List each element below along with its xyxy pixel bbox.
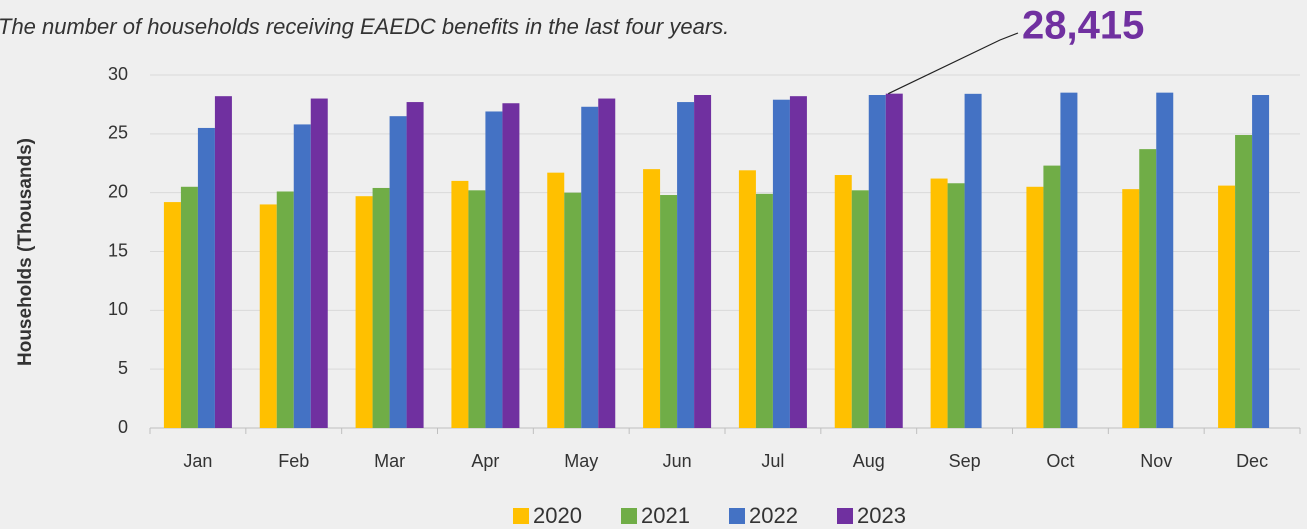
bar	[564, 192, 582, 428]
y-tick-label: 25	[108, 123, 128, 143]
legend-label: 2022	[749, 503, 798, 528]
bar	[1252, 95, 1270, 429]
bar	[755, 193, 773, 428]
legend-label: 2021	[641, 503, 690, 528]
bar	[947, 183, 965, 428]
bar	[355, 196, 373, 428]
bar	[1139, 149, 1157, 428]
x-tick-label: Oct	[1046, 451, 1074, 471]
legend-label: 2023	[857, 503, 906, 528]
bar	[259, 204, 277, 428]
bar	[406, 102, 424, 429]
legend-swatch	[837, 508, 853, 524]
bar	[1026, 186, 1044, 428]
bar	[1043, 165, 1061, 428]
x-tick-label: May	[564, 451, 598, 471]
bar	[789, 96, 807, 429]
y-tick-label: 15	[108, 240, 128, 260]
x-tick-label: Sep	[949, 451, 981, 471]
x-tick-label: Feb	[278, 451, 309, 471]
bar	[468, 190, 486, 428]
data-label: 28,415	[1022, 4, 1144, 48]
y-tick-label: 20	[108, 181, 128, 201]
y-tick-label: 5	[118, 358, 128, 378]
bar	[581, 106, 599, 429]
legend-swatch	[729, 508, 745, 524]
legend-swatch	[621, 508, 637, 524]
bar	[389, 116, 407, 428]
bar	[180, 186, 198, 428]
bar	[643, 169, 661, 428]
bar	[1218, 185, 1236, 428]
bar	[660, 195, 678, 428]
bar	[772, 99, 790, 429]
bar	[502, 103, 520, 429]
bar	[1060, 92, 1078, 429]
bar	[485, 111, 503, 428]
x-tick-label: Aug	[853, 451, 885, 471]
x-tick-label: Dec	[1236, 451, 1268, 471]
bar	[834, 175, 852, 428]
bar	[885, 93, 903, 428]
bar	[163, 202, 181, 428]
y-tick-label: 10	[108, 299, 128, 319]
x-tick-label: Jul	[761, 451, 784, 471]
bar	[1235, 135, 1253, 428]
chart-title: The number of households receiving EAEDC…	[0, 14, 729, 39]
bar	[598, 98, 616, 429]
x-tick-label: Mar	[374, 451, 405, 471]
bar	[276, 191, 294, 428]
legend-swatch	[513, 508, 529, 524]
bar	[677, 102, 695, 429]
y-tick-label: 30	[108, 64, 128, 84]
leader-line	[887, 32, 1019, 95]
bar	[1122, 189, 1140, 428]
bar	[851, 190, 869, 428]
bar	[372, 187, 390, 428]
bar	[451, 180, 469, 428]
x-tick-label: Nov	[1140, 451, 1172, 471]
x-tick-label: Jan	[183, 451, 212, 471]
bar	[310, 98, 328, 429]
bar	[547, 172, 565, 428]
bar	[930, 178, 948, 428]
bar	[964, 93, 982, 429]
y-axis-label: Households (Thousands)	[15, 138, 36, 366]
bar	[214, 96, 232, 429]
bar	[694, 95, 712, 429]
bar	[1156, 92, 1174, 429]
bar	[868, 95, 886, 429]
bar	[197, 127, 215, 428]
y-tick-label: 0	[118, 417, 128, 437]
bar	[293, 124, 311, 429]
x-tick-label: Apr	[471, 451, 499, 471]
x-tick-label: Jun	[663, 451, 692, 471]
bar	[738, 170, 756, 428]
legend-label: 2020	[533, 503, 582, 528]
